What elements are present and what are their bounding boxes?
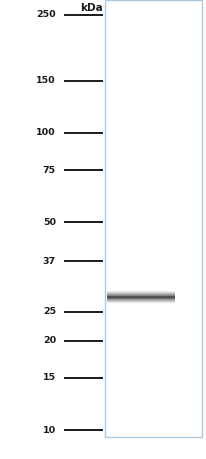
Text: 75: 75 <box>43 166 56 174</box>
Text: 250: 250 <box>36 10 56 19</box>
Text: 37: 37 <box>43 257 56 266</box>
Text: 10: 10 <box>43 425 56 435</box>
Text: 150: 150 <box>36 76 56 85</box>
Text: 20: 20 <box>43 336 56 345</box>
Text: 100: 100 <box>36 129 56 137</box>
Bar <box>104 0 201 437</box>
Text: kDa: kDa <box>79 3 102 13</box>
Text: 50: 50 <box>43 218 56 227</box>
Text: 15: 15 <box>43 373 56 382</box>
Text: 25: 25 <box>43 308 56 316</box>
